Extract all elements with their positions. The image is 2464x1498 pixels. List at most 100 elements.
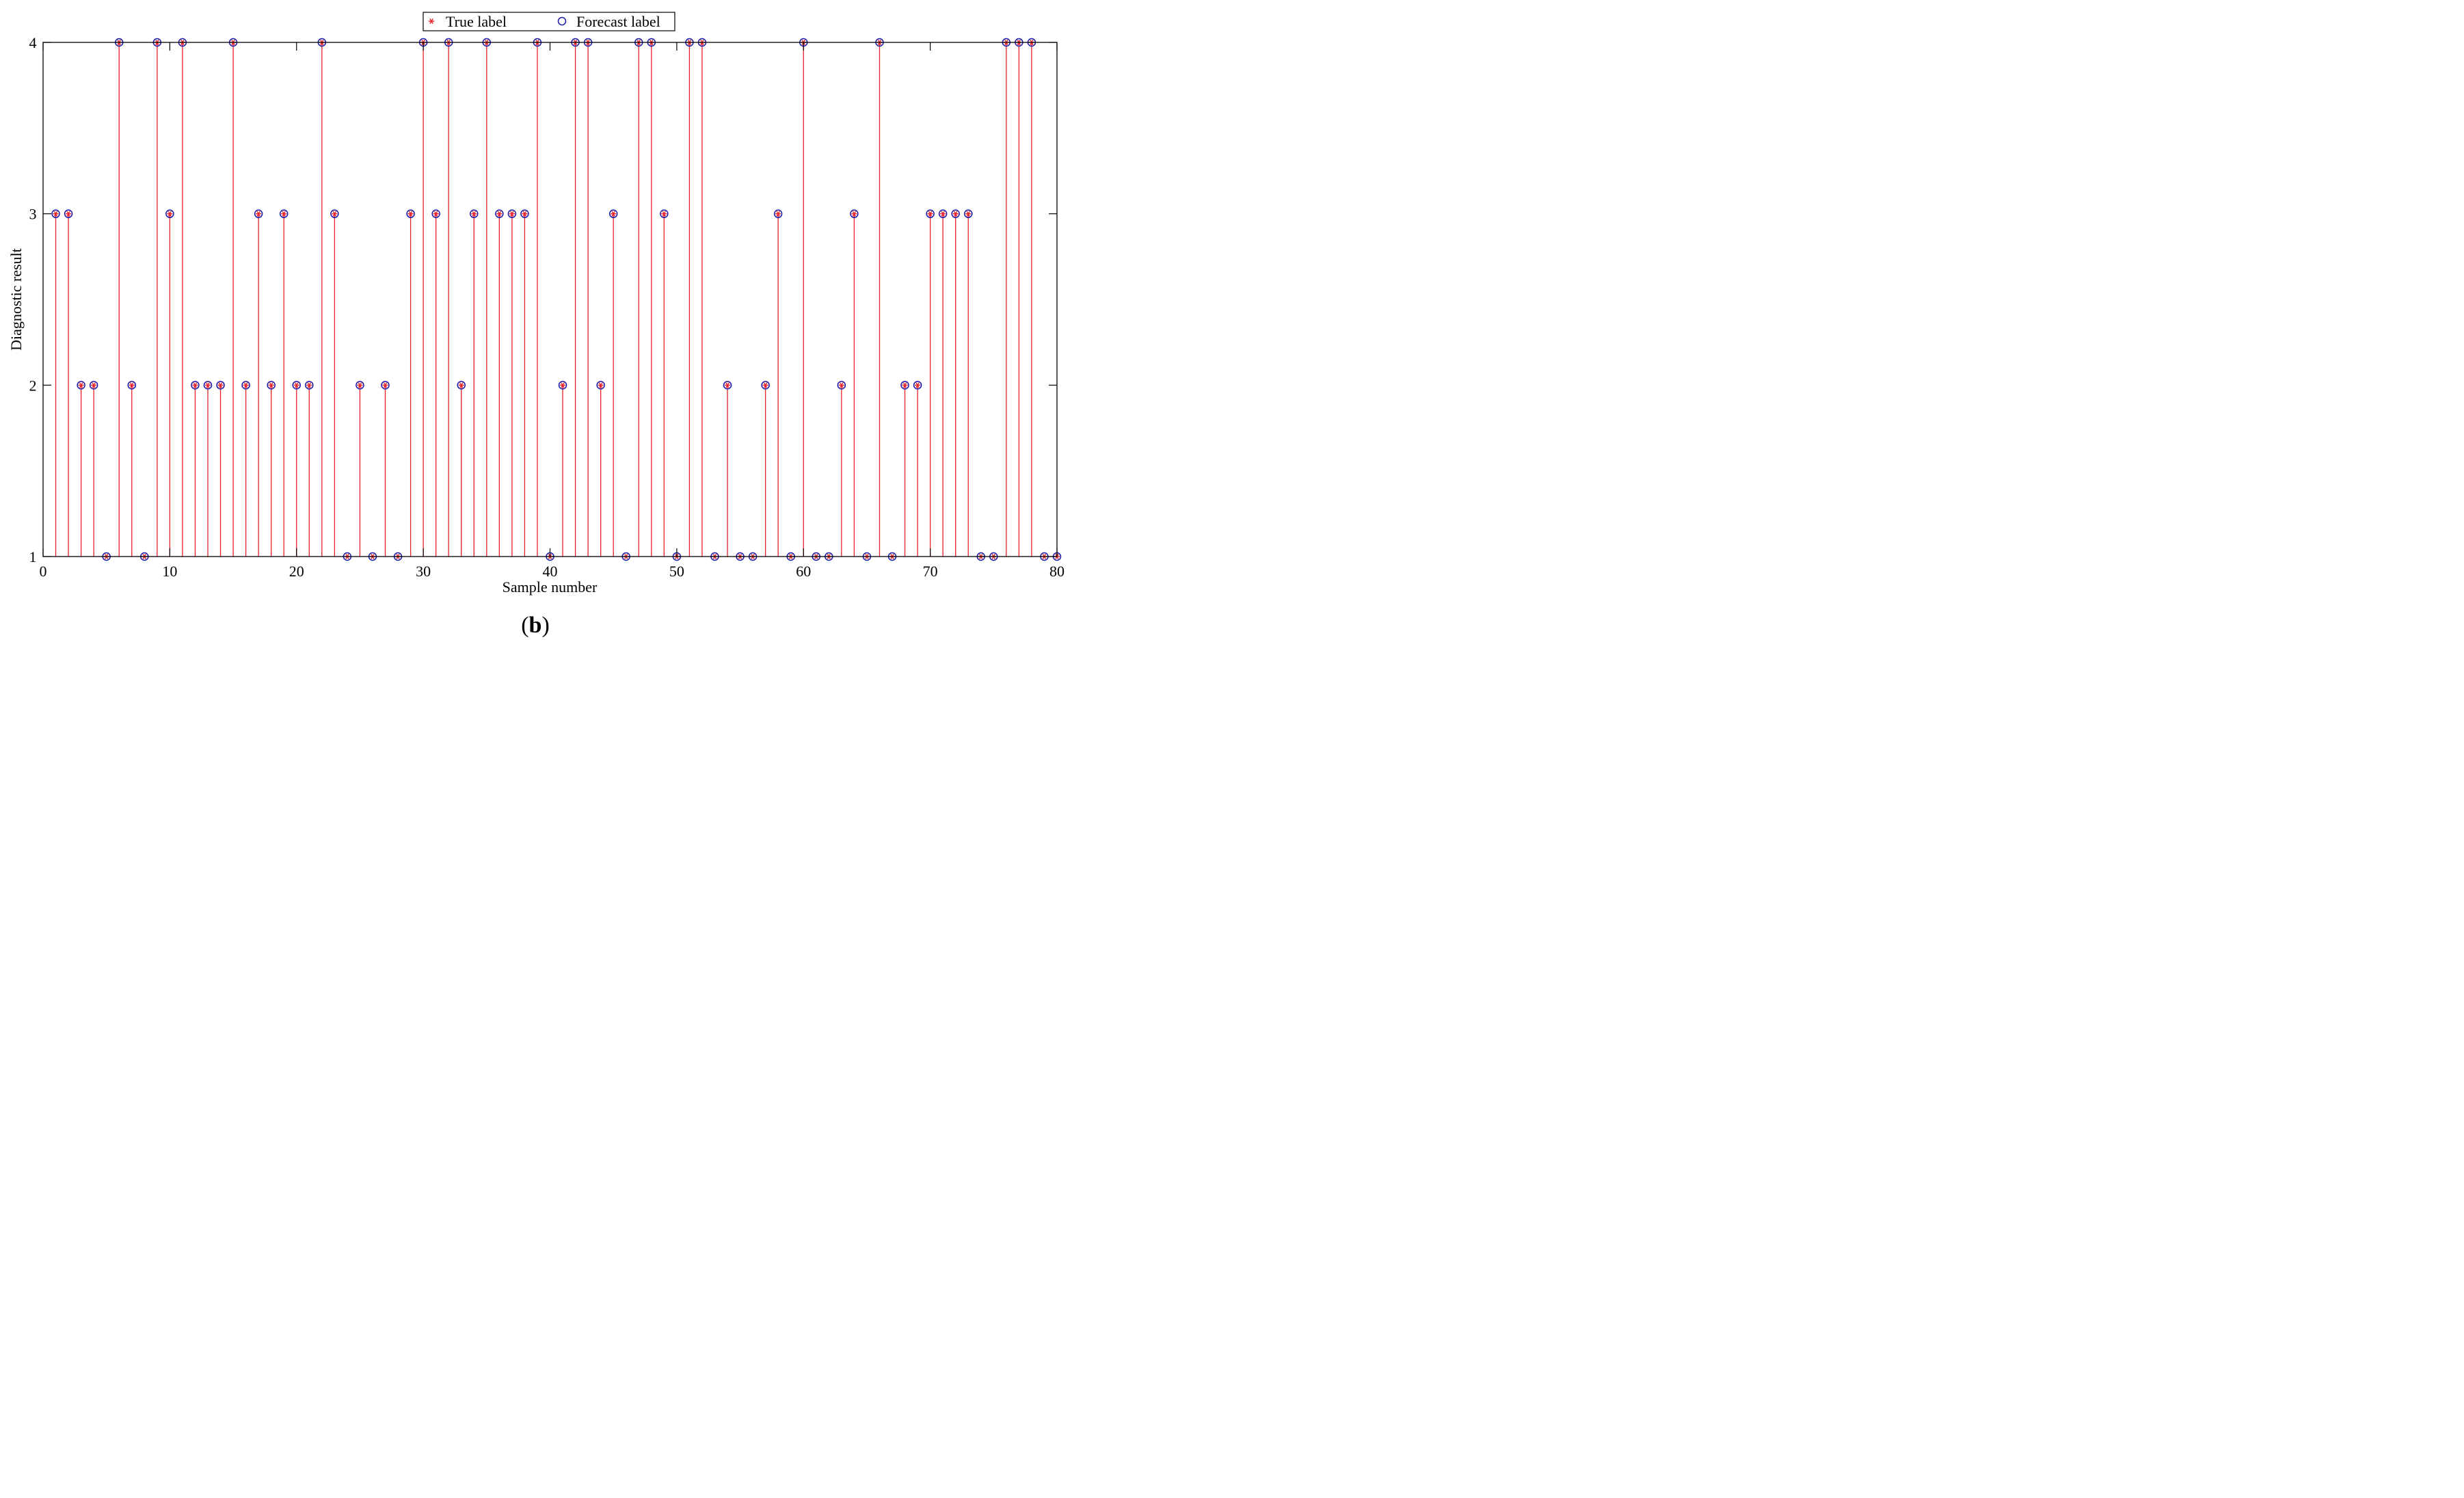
forecast-label-point [900, 381, 909, 390]
stem-chart: 0 10 20 30 40 50 60 70 80 1 2 3 4 Sample number Diag… [8, 12, 1064, 596]
true-label-point [90, 382, 97, 388]
legend-asterisk-icon [428, 18, 435, 24]
true-label-point [433, 211, 439, 217]
forecast-label-point [51, 209, 60, 218]
forecast-label-point [305, 381, 314, 390]
true-label-point [838, 382, 845, 388]
forecast-label-point [165, 209, 174, 218]
true-label-point-stroke [522, 211, 527, 217]
forecast-label-point [938, 209, 948, 218]
true-label-point [167, 211, 173, 217]
true-label-point [902, 382, 908, 388]
true-label-point-stroke [282, 211, 286, 217]
forecast-label-point [507, 209, 517, 218]
forecast-label-point [127, 381, 137, 390]
true-label-point [255, 211, 262, 217]
true-label-point-stroke [510, 211, 514, 217]
legend-marker-forecast-label [557, 16, 567, 26]
forecast-label-point [963, 209, 973, 218]
legend-label-forecast: Forecast label [576, 13, 660, 30]
true-label-point [306, 382, 312, 388]
true-label-point [471, 211, 477, 217]
x-tick-label: 40 [543, 563, 558, 580]
true-label-point-stroke [941, 211, 945, 217]
x-tick-label: 50 [669, 563, 684, 580]
true-label-point-stroke [472, 211, 476, 217]
true-label-point [610, 211, 617, 217]
true-label-point [129, 382, 135, 388]
true-label-point [559, 382, 566, 388]
true-label-point-stroke [218, 382, 223, 388]
y-tick-label: 3 [29, 206, 37, 223]
forecast-label-point [356, 381, 364, 390]
x-tick-label: 0 [40, 563, 47, 580]
true-label-point-stroke [66, 211, 70, 217]
true-label-point-stroke [206, 382, 210, 388]
true-label-point-stroke [611, 211, 615, 217]
true-label-point [939, 211, 946, 217]
x-tick-label: 70 [923, 563, 938, 580]
forecast-label-point [761, 381, 770, 390]
forecast-label-point [254, 209, 263, 218]
x-axis-label: Sample number [503, 578, 598, 596]
forecast-label-point [850, 209, 859, 218]
true-label-point [927, 211, 933, 217]
true-label-point-stroke [902, 382, 907, 388]
true-label-point [293, 382, 299, 388]
forecast-label-point [406, 209, 415, 218]
forecast-label-point [608, 209, 618, 218]
stem-lines [55, 42, 1032, 557]
x-tick-label: 30 [416, 563, 431, 580]
true-label-point [268, 382, 274, 388]
forecast-label-point [457, 381, 466, 390]
true-label-point [281, 211, 287, 217]
true-label-point-stroke [53, 211, 58, 217]
forecast-label-point [216, 381, 225, 390]
forecast-label-point [89, 381, 98, 390]
x-tick-label: 10 [162, 563, 177, 580]
true-label-point-stroke [915, 382, 920, 388]
true-label-point-stroke [79, 382, 83, 388]
true-label-point-stroke [852, 211, 857, 217]
forecast-label-point [77, 381, 85, 390]
x-tick-label: 60 [796, 563, 811, 580]
true-label-point-stroke [193, 382, 198, 388]
legend-label-true: True label [446, 13, 507, 30]
true-label-point-stroke [269, 382, 273, 388]
true-label-point-stroke [383, 382, 388, 388]
true-label-point-stroke [561, 382, 565, 388]
legend: True label Forecast label [423, 12, 675, 31]
true-label-point [522, 211, 528, 217]
forecast-label-point [191, 381, 200, 390]
true-label-point [509, 211, 515, 217]
true-label-point [762, 382, 768, 388]
true-label-point-stroke [763, 382, 768, 388]
true-label-point [914, 382, 921, 388]
true-label-point-stroke [840, 382, 844, 388]
true-label-point [952, 211, 959, 217]
true-label-point-stroke [243, 382, 248, 388]
forecast-label-point [431, 209, 440, 218]
forecast-label-point [558, 381, 567, 390]
legend-asterisk-icon-stroke [429, 18, 433, 24]
true-label-point [775, 211, 781, 217]
true-label-point [78, 382, 84, 388]
true-label-point [65, 211, 72, 217]
x-tick-label: 20 [289, 563, 304, 580]
forecast-label-point [241, 381, 250, 390]
true-label-point [661, 211, 667, 217]
legend-circle-icon [557, 16, 567, 26]
true-label-point-stroke [295, 382, 299, 388]
true-label-point [332, 211, 338, 217]
true-label-point [204, 382, 211, 388]
legend-marker-true-label [428, 18, 435, 24]
true-label-point-stroke [256, 211, 260, 217]
x-tick-label: 80 [1049, 563, 1064, 580]
true-label-point-stroke [662, 211, 667, 217]
true-label-point-stroke [408, 211, 413, 217]
true-label-point [217, 382, 224, 388]
forecast-label-point [330, 209, 339, 218]
true-label-point-stroke [332, 211, 337, 217]
true-label-point [357, 382, 363, 388]
caption-open-paren: ( [521, 613, 529, 638]
